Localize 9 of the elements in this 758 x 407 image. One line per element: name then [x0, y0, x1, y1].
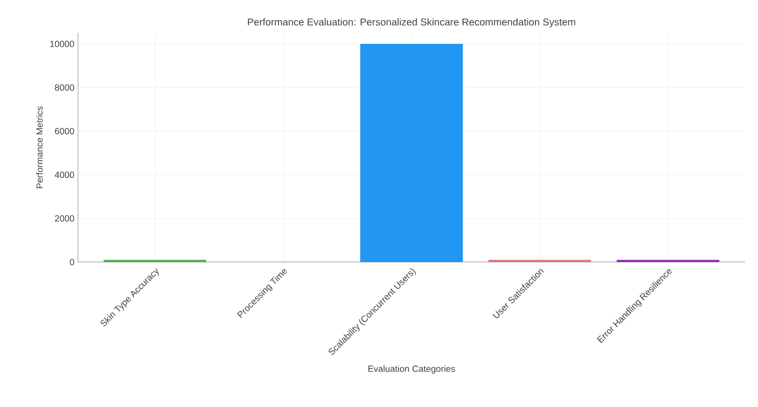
y-tick-label: 6000: [54, 128, 74, 134]
y-tick-label: 10000: [50, 40, 74, 48]
y-tick-label: 0: [70, 258, 74, 266]
y-tick-label: 4000: [54, 172, 74, 178]
y-axis-title: Performance Metrics: [36, 106, 43, 188]
x-axis-title: Evaluation Categories: [368, 365, 456, 374]
y-tick-label: 8000: [54, 84, 74, 91]
chart-title: Performance Evaluation: Personalized Skincare Recommendation System: [248, 18, 576, 28]
y-tick-label: 2000: [54, 215, 74, 222]
